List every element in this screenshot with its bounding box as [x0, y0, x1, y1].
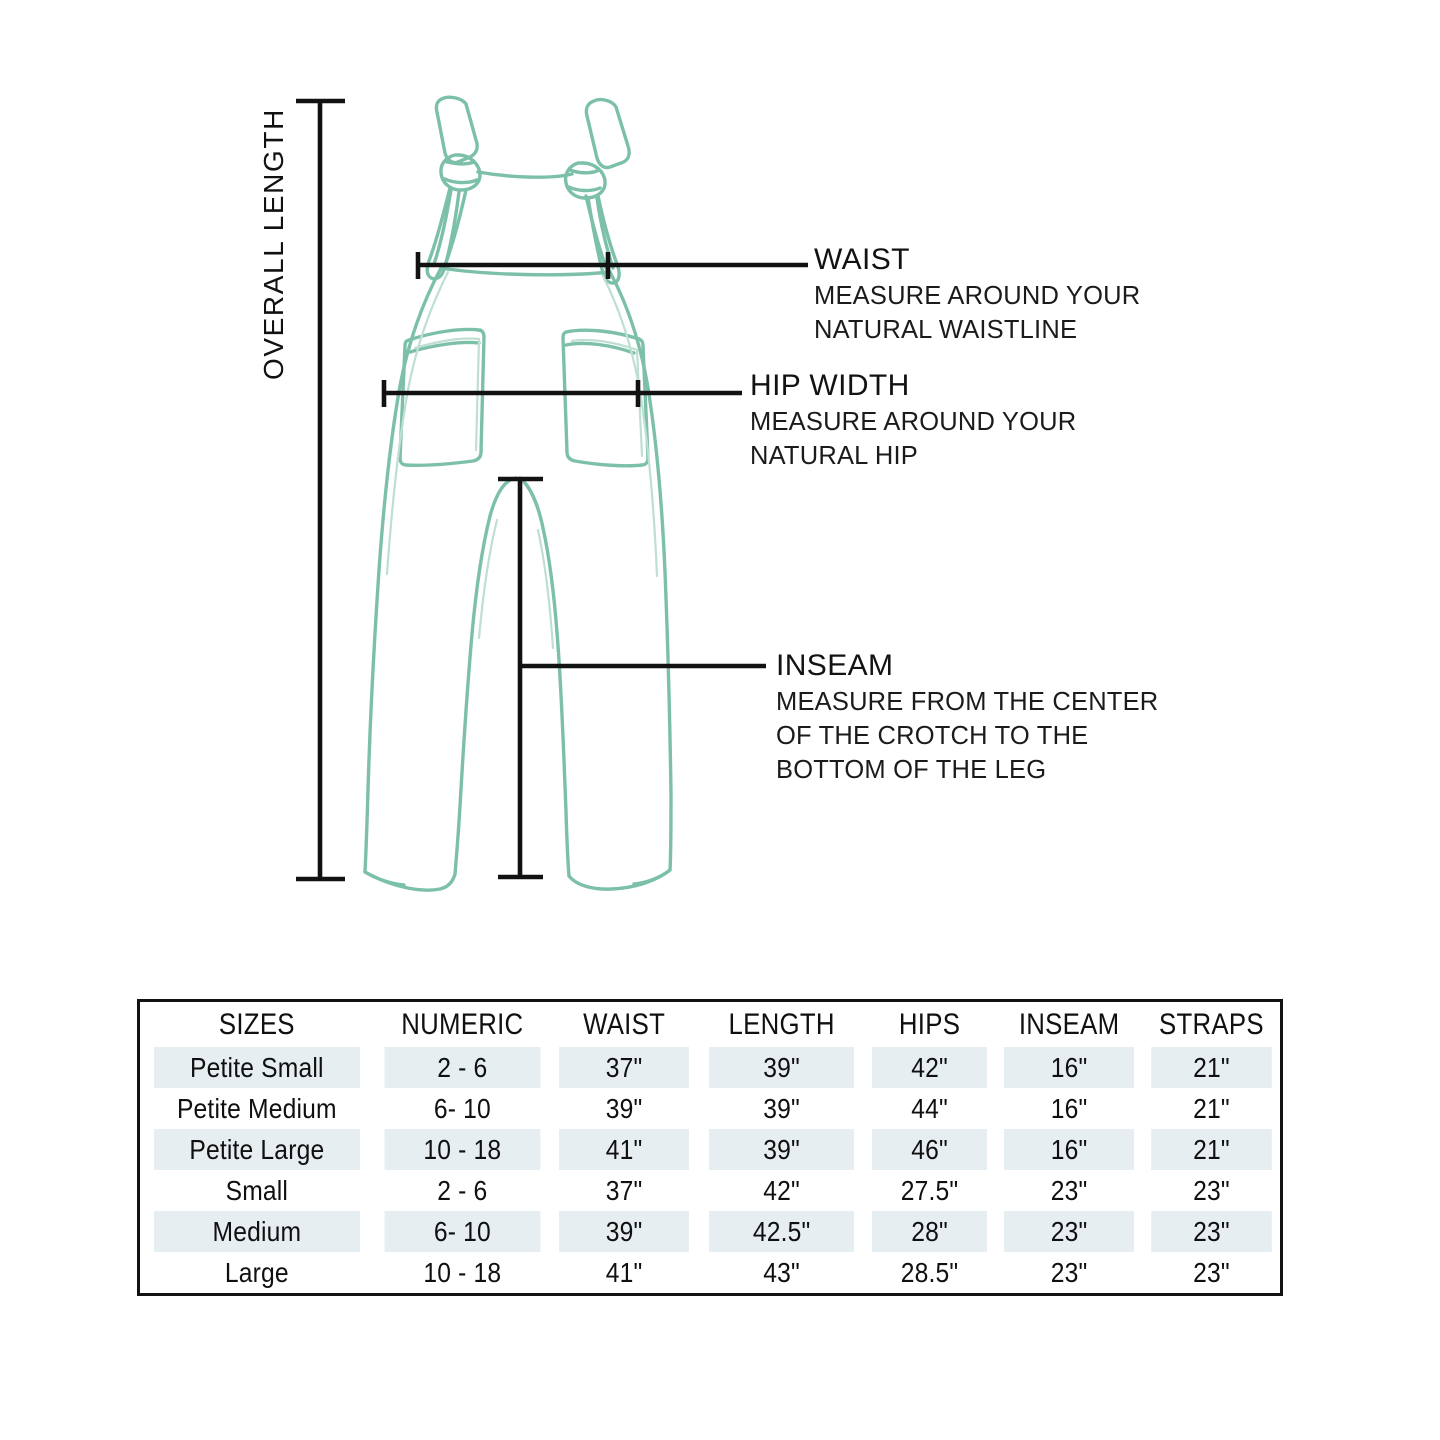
- cell-inseam: 23": [1003, 1170, 1135, 1211]
- size-table-container: SIZES NUMERIC WAIST LENGTH HIPS INSEAM S…: [137, 999, 1283, 1296]
- cell-hips: 46": [871, 1129, 988, 1170]
- cell-hips: 42": [871, 1047, 988, 1088]
- cell-waist: 41": [559, 1252, 690, 1293]
- table-row: Petite Medium 6- 10 39" 39" 44" 16" 21": [140, 1088, 1280, 1129]
- garment-illustration: [296, 95, 808, 892]
- cell-numeric: 2 - 6: [384, 1170, 540, 1211]
- cell-inseam: 16": [1003, 1129, 1135, 1170]
- waist-annotation-description: MEASURE AROUND YOUR NATURAL WAISTLINE: [814, 281, 1141, 344]
- cell-straps: 21": [1151, 1129, 1272, 1170]
- cell-length: 42.5": [708, 1211, 854, 1252]
- cell-hips: 44": [871, 1088, 988, 1129]
- cell-hips: 28.5": [871, 1252, 988, 1293]
- table-row: Large 10 - 18 41" 43" 28.5" 23" 23": [140, 1252, 1280, 1293]
- cell-numeric: 10 - 18: [384, 1252, 540, 1293]
- cell-sizes: Petite Large: [154, 1129, 360, 1170]
- cell-straps: 23": [1151, 1170, 1272, 1211]
- cell-numeric: 6- 10: [384, 1088, 540, 1129]
- cell-inseam: 23": [1003, 1252, 1135, 1293]
- size-table-header: SIZES NUMERIC WAIST LENGTH HIPS INSEAM S…: [140, 1002, 1280, 1047]
- cell-length: 39": [708, 1088, 854, 1129]
- column-header-sizes: SIZES: [156, 1002, 358, 1047]
- cell-straps: 21": [1151, 1047, 1272, 1088]
- table-row: Small 2 - 6 37" 42" 27.5" 23" 23": [140, 1170, 1280, 1211]
- cell-length: 39": [708, 1129, 854, 1170]
- cell-waist: 41": [559, 1129, 690, 1170]
- measurement-lines: [296, 98, 808, 882]
- waist-measure-line: [415, 252, 808, 279]
- cell-numeric: 2 - 6: [384, 1047, 540, 1088]
- cell-sizes: Medium: [154, 1211, 360, 1252]
- table-row: Medium 6- 10 39" 42.5" 28" 23" 23": [140, 1211, 1280, 1252]
- cell-length: 43": [708, 1252, 854, 1293]
- column-header-inseam: INSEAM: [1005, 1002, 1133, 1047]
- table-row: Petite Small 2 - 6 37" 39" 42" 16" 21": [140, 1047, 1280, 1088]
- cell-straps: 23": [1151, 1211, 1272, 1252]
- cell-straps: 23": [1151, 1252, 1272, 1293]
- cell-length: 42": [708, 1170, 854, 1211]
- hip-width-measure-line: [381, 380, 742, 407]
- cell-length: 39": [708, 1047, 854, 1088]
- cell-inseam: 16": [1003, 1047, 1135, 1088]
- cell-waist: 39": [559, 1088, 690, 1129]
- column-header-waist: WAIST: [560, 1002, 689, 1047]
- cell-waist: 37": [559, 1170, 690, 1211]
- hip-width-annotation: HIP WIDTH MEASURE AROUND YOUR NATURAL HI…: [750, 370, 1076, 473]
- waist-annotation-title: WAIST: [814, 243, 910, 276]
- column-header-straps: STRAPS: [1152, 1002, 1271, 1047]
- cell-waist: 39": [559, 1211, 690, 1252]
- column-header-length: LENGTH: [710, 1002, 853, 1047]
- overall-length-label: OVERALL LENGTH: [258, 108, 289, 380]
- cell-inseam: 16": [1003, 1088, 1135, 1129]
- hip-width-annotation-title: HIP WIDTH: [750, 369, 910, 402]
- size-table: SIZES NUMERIC WAIST LENGTH HIPS INSEAM S…: [140, 1002, 1280, 1293]
- waist-annotation: WAIST MEASURE AROUND YOUR NATURAL WAISTL…: [814, 244, 1140, 347]
- inseam-annotation: INSEAM MEASURE FROM THE CENTER OF THE CR…: [776, 650, 1158, 787]
- inseam-annotation-description: MEASURE FROM THE CENTER OF THE CROTCH TO…: [776, 687, 1159, 785]
- cell-hips: 28": [871, 1211, 988, 1252]
- column-header-numeric: NUMERIC: [386, 1002, 539, 1047]
- cell-sizes: Petite Medium: [154, 1088, 360, 1129]
- cell-numeric: 10 - 18: [384, 1129, 540, 1170]
- cell-sizes: Petite Small: [154, 1047, 360, 1088]
- column-header-hips: HIPS: [873, 1002, 986, 1047]
- inseam-annotation-title: INSEAM: [776, 649, 894, 682]
- hip-width-annotation-description: MEASURE AROUND YOUR NATURAL HIP: [750, 407, 1077, 470]
- cell-waist: 37": [559, 1047, 690, 1088]
- cell-numeric: 6- 10: [384, 1211, 540, 1252]
- size-table-body: Petite Small 2 - 6 37" 39" 42" 16" 21" P…: [140, 1047, 1280, 1293]
- cell-sizes: Small: [154, 1170, 360, 1211]
- overall-length-measure-line: [296, 98, 345, 882]
- cell-straps: 21": [1151, 1088, 1272, 1129]
- cell-hips: 27.5": [871, 1170, 988, 1211]
- cell-inseam: 23": [1003, 1211, 1135, 1252]
- inseam-measure-line: [498, 476, 766, 880]
- cell-sizes: Large: [154, 1252, 360, 1293]
- table-header-row: SIZES NUMERIC WAIST LENGTH HIPS INSEAM S…: [140, 1002, 1280, 1047]
- table-row: Petite Large 10 - 18 41" 39" 46" 16" 21": [140, 1129, 1280, 1170]
